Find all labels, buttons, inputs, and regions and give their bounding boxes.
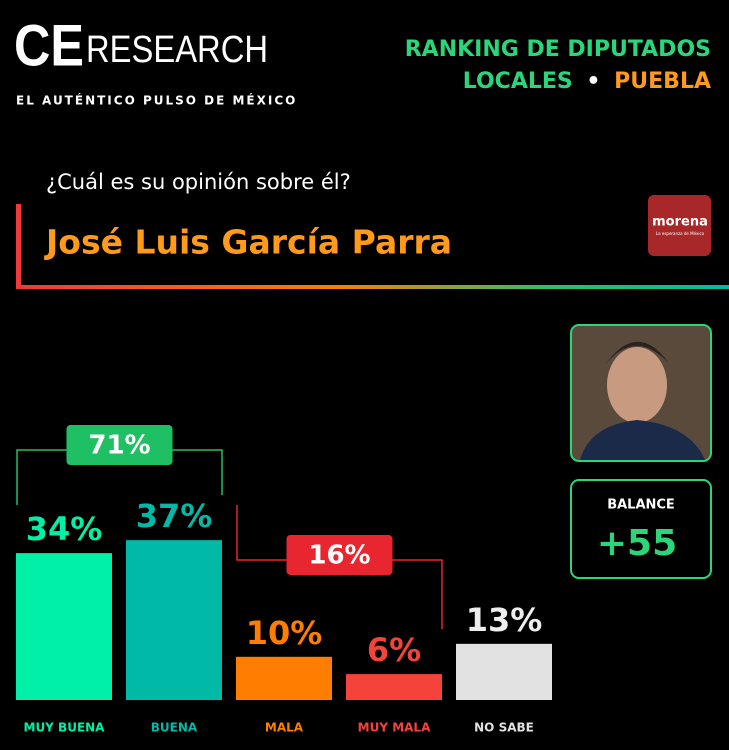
question: ¿Cuál es su opinión sobre él? xyxy=(46,170,351,194)
candidate-photo xyxy=(570,324,712,462)
value-label: 37% xyxy=(136,497,213,535)
title-separator: • xyxy=(586,69,600,94)
value-label: 13% xyxy=(466,601,543,639)
logo-ce: CE xyxy=(14,13,84,78)
party-badge xyxy=(648,195,711,256)
logo-research: RESEARCH xyxy=(86,29,268,71)
group-box xyxy=(286,535,393,575)
tagline: EL AUTÉNTICO PULSO DE MÉXICO xyxy=(16,93,297,108)
candidate-name: José Luis García Parra xyxy=(44,223,452,262)
balance-value: +55 xyxy=(597,523,677,564)
value-label: 6% xyxy=(367,631,421,669)
bar xyxy=(456,643,552,700)
category-label: BUENA xyxy=(151,721,198,735)
title-region: PUEBLA xyxy=(614,69,711,94)
value-label: 34% xyxy=(26,510,103,548)
category-label: NO SABE xyxy=(474,721,534,735)
accent-bar xyxy=(16,204,21,288)
category-label: MALA xyxy=(265,721,304,735)
party-name: morena xyxy=(652,215,708,230)
group-label: 16% xyxy=(308,541,370,571)
title-locales: LOCALES xyxy=(463,69,573,94)
title-line1: RANKING DE DIPUTADOS xyxy=(405,37,711,62)
bar xyxy=(346,674,442,700)
group-box xyxy=(66,425,173,465)
balance-box xyxy=(570,479,712,579)
value-label: 10% xyxy=(246,614,323,652)
category-label: MUY MALA xyxy=(358,721,431,735)
balance-label: BALANCE xyxy=(607,498,675,513)
category-label: MUY BUENA xyxy=(24,721,106,735)
party-slogan: La esperanza de México xyxy=(656,231,705,236)
title-line2: LOCALES • PUEBLA xyxy=(463,69,711,94)
bar xyxy=(236,656,332,700)
bar xyxy=(16,553,112,700)
group-label: 71% xyxy=(88,431,150,461)
bar xyxy=(126,540,222,700)
accent-rule xyxy=(16,285,729,289)
